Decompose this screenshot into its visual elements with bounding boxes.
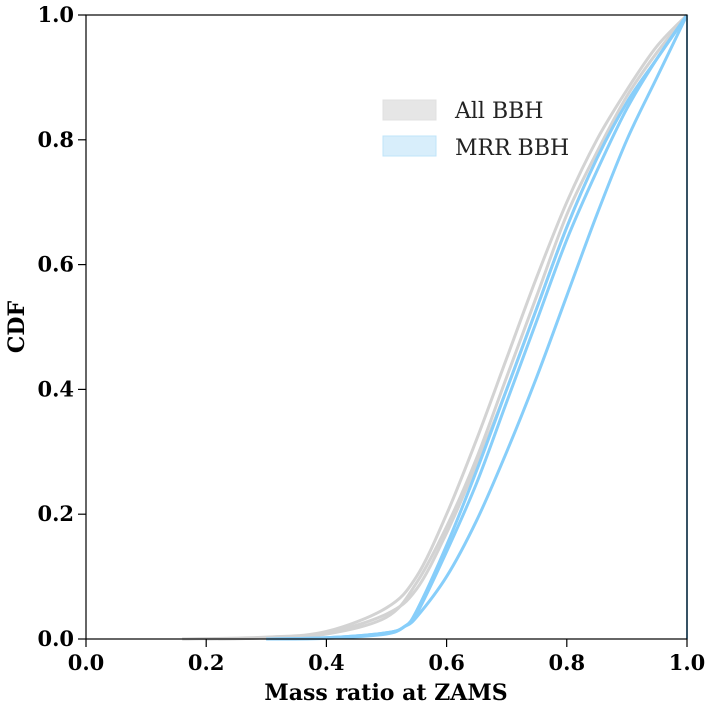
y-tick-label: 0.0 [37, 626, 74, 651]
legend-swatch-all-bbh [382, 99, 437, 121]
y-tick-label: 0.8 [37, 127, 74, 152]
x-axis: 0.0 0.2 0.4 0.6 0.8 1.0 [68, 639, 706, 675]
y-tick-label: 0.2 [37, 501, 74, 526]
y-tick-label: 0.4 [37, 376, 74, 401]
series-line-mrr-bbh-6 [266, 14, 689, 641]
x-tick-label: 0.4 [308, 650, 345, 675]
legend: All BBH MRR BBH [382, 99, 569, 161]
y-axis: 0.0 0.2 0.4 0.6 0.8 1.0 [37, 2, 86, 651]
series-layer [182, 13, 689, 641]
y-tick-label: 0.6 [37, 252, 74, 277]
x-tick-label: 0.6 [428, 650, 465, 675]
x-tick-label: 0.0 [68, 650, 105, 675]
x-tick-label: 0.2 [188, 650, 225, 675]
legend-swatch-mrr-bbh [382, 135, 437, 157]
y-axis-label: CDF [4, 301, 30, 354]
legend-label-mrr-bbh: MRR BBH [455, 136, 569, 161]
x-tick-label: 0.8 [549, 650, 586, 675]
x-axis-label: Mass ratio at ZAMS [264, 680, 507, 706]
legend-label-all-bbh: All BBH [454, 99, 543, 124]
series-line-all-bbh-2 [206, 14, 689, 641]
x-tick-label: 1.0 [669, 650, 706, 675]
y-tick-label: 1.0 [37, 2, 74, 27]
plot-frame [85, 14, 688, 640]
